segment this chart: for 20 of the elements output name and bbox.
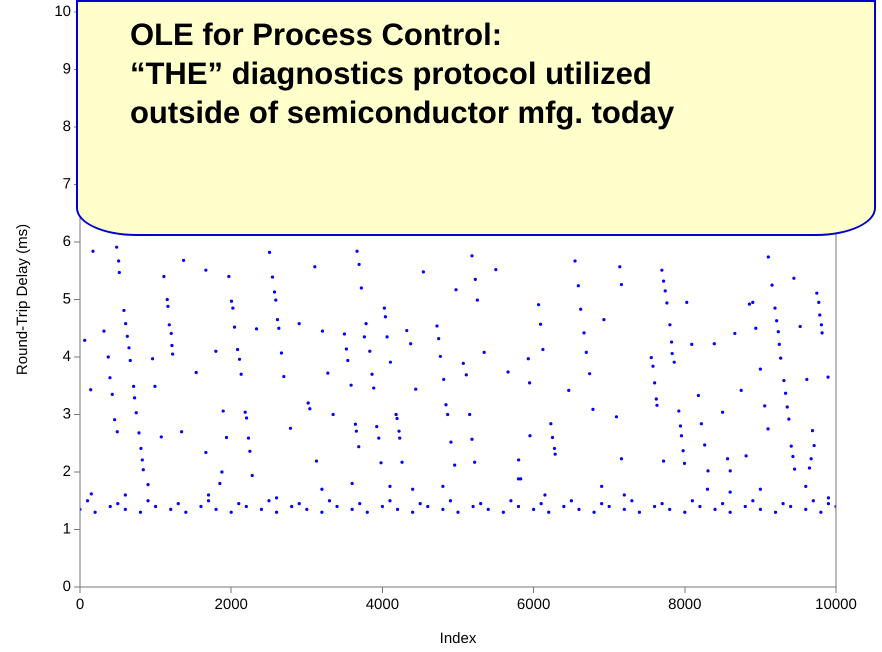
x-tick-label: 10000 [815,596,857,614]
y-tick-label: 0 [62,578,71,596]
x-tick-label: 8000 [668,596,702,614]
x-tick-label: 4000 [366,596,400,614]
x-tick-label: 2000 [214,596,248,614]
y-tick-label: 4 [62,348,71,366]
y-tick-label: 10 [54,3,71,20]
x-axis-title: Index [440,630,477,648]
x-tick-label: 6000 [516,596,550,614]
x-tick-label: 0 [76,596,84,614]
y-tick-label: 1 [62,520,71,538]
y-axis-title: Round-Trip Delay (ms) [14,224,32,376]
y-tick-label: 6 [62,233,71,250]
y-tick-label: 5 [62,290,71,308]
y-tick-label: 8 [62,118,71,136]
y-tick-label: 2 [62,463,71,480]
speech-bubble: OLE for Process Control: “THE” diagnostics protocol utilized outside of semiconductor mfg. today [76,0,876,236]
y-tick-label: 7 [62,176,71,193]
y-tick-label: 3 [62,406,71,423]
y-tick-label: 9 [62,60,71,78]
